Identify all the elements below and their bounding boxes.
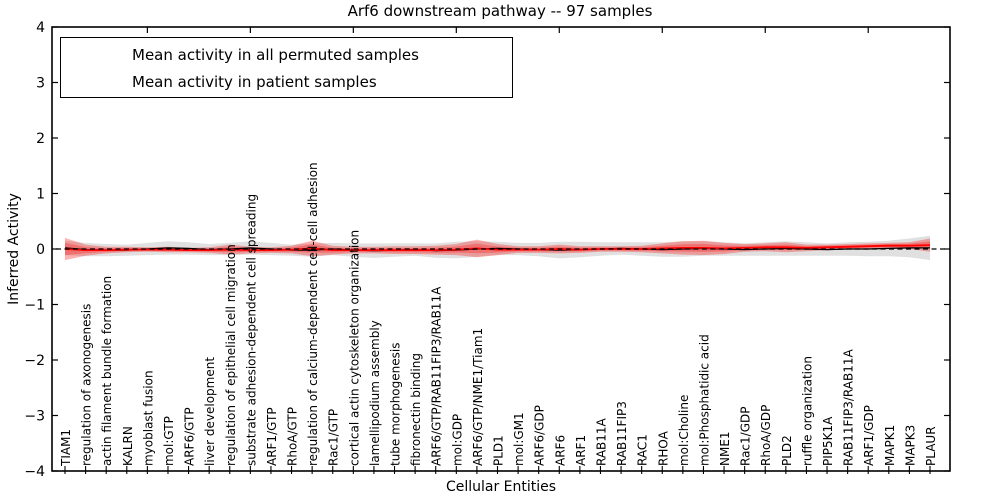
x-tick-label: ARF6/GTP bbox=[183, 407, 197, 466]
x-tick-label: TIAM1 bbox=[59, 429, 73, 467]
x-tick-label: liver development bbox=[203, 357, 217, 466]
patient-mean-line bbox=[64, 244, 931, 252]
x-tick-label: regulation of calcium-dependent cell-cel… bbox=[306, 162, 320, 466]
x-tick-label: tube morphogenesis bbox=[389, 343, 403, 466]
x-tick-label: RAB11A bbox=[594, 417, 608, 466]
y-tick-label: 2 bbox=[36, 131, 45, 147]
legend-entry-patient: Mean activity in patient samples bbox=[61, 68, 512, 95]
x-tick-label: PIP5K1A bbox=[821, 416, 835, 466]
chart-title: Arf6 downstream pathway -- 97 samples bbox=[347, 2, 653, 20]
x-tick-label: regulation of epithelial cell migration bbox=[224, 244, 238, 466]
x-tick-label: KALRN bbox=[121, 426, 135, 466]
x-tick-label: PLD1 bbox=[492, 435, 506, 466]
legend: Mean activity in all permuted samples Me… bbox=[60, 37, 513, 98]
x-tick-label: mol:GM1 bbox=[512, 412, 526, 466]
x-tick-label: ARF6/GTP/NME1/Tiam1 bbox=[471, 328, 485, 466]
x-tick-label: RhoA/GTP bbox=[286, 407, 300, 466]
x-tick-label: ARF6 bbox=[553, 435, 567, 466]
x-tick-label: MAPK3 bbox=[903, 425, 917, 466]
x-tick-label: NME1 bbox=[718, 431, 732, 466]
x-tick-label: myoblast fusion bbox=[141, 370, 155, 466]
x-tick-label: mol:GDP bbox=[450, 414, 464, 466]
x-tick-label: RAC1 bbox=[636, 434, 650, 466]
x-tick-label: mol:GTP bbox=[162, 416, 176, 466]
x-tick-label: ARF6/GDP bbox=[533, 405, 547, 466]
x-tick-label: Rac1/GTP bbox=[327, 409, 341, 466]
x-tick-label: ARF1/GTP bbox=[265, 407, 279, 466]
x-axis-label: Cellular Entities bbox=[445, 479, 557, 495]
x-tick-label: mol:Choline bbox=[677, 395, 691, 466]
x-tick-label: cortical actin cytoskeleton organization bbox=[347, 230, 361, 466]
x-tick-label: RHOA bbox=[656, 430, 670, 466]
x-tick-label: fibronectin binding bbox=[409, 353, 423, 466]
x-tick-label: PLAUR bbox=[924, 426, 938, 466]
x-tick-label: mol:Phosphatidic acid bbox=[697, 334, 711, 466]
y-tick-label: −2 bbox=[24, 353, 45, 369]
x-tick-label: RhoA/GDP bbox=[759, 405, 773, 466]
x-tick-label: ARF6/GTP/RAB11FIP3/RAB11A bbox=[430, 286, 444, 466]
y-tick-label: 1 bbox=[36, 186, 45, 202]
y-tick-label: −4 bbox=[24, 464, 45, 480]
x-tick-label: substrate adhesion-dependent cell spread… bbox=[244, 194, 258, 466]
y-tick-label: 3 bbox=[36, 75, 45, 91]
x-tick-label: lamellipodium assembly bbox=[368, 320, 382, 466]
legend-label-permuted: Mean activity in all permuted samples bbox=[132, 45, 419, 64]
y-tick-label: 4 bbox=[36, 20, 45, 36]
legend-label-patient: Mean activity in patient samples bbox=[132, 72, 377, 91]
x-tick-label: regulation of axonogenesis bbox=[80, 304, 94, 466]
x-tick-label: ARF1 bbox=[574, 435, 588, 466]
x-tick-label: MAPK1 bbox=[883, 425, 897, 466]
x-tick-label: PLD2 bbox=[780, 435, 794, 466]
x-tick-label: actin filament bundle formation bbox=[100, 276, 114, 466]
x-tick-label: ARF1/GDP bbox=[862, 405, 876, 466]
x-tick-label: RAB11FIP3 bbox=[615, 401, 629, 466]
y-tick-label: 0 bbox=[36, 242, 45, 258]
legend-entry-permuted: Mean activity in all permuted samples bbox=[61, 41, 512, 68]
y-tick-label: −3 bbox=[24, 408, 45, 424]
x-tick-label: Rac1/GDP bbox=[739, 407, 753, 466]
x-tick-label: RAB11FIP3/RAB11A bbox=[842, 349, 856, 466]
x-tick-label: ruffle organization bbox=[800, 356, 814, 466]
y-tick-label: −1 bbox=[24, 297, 45, 313]
